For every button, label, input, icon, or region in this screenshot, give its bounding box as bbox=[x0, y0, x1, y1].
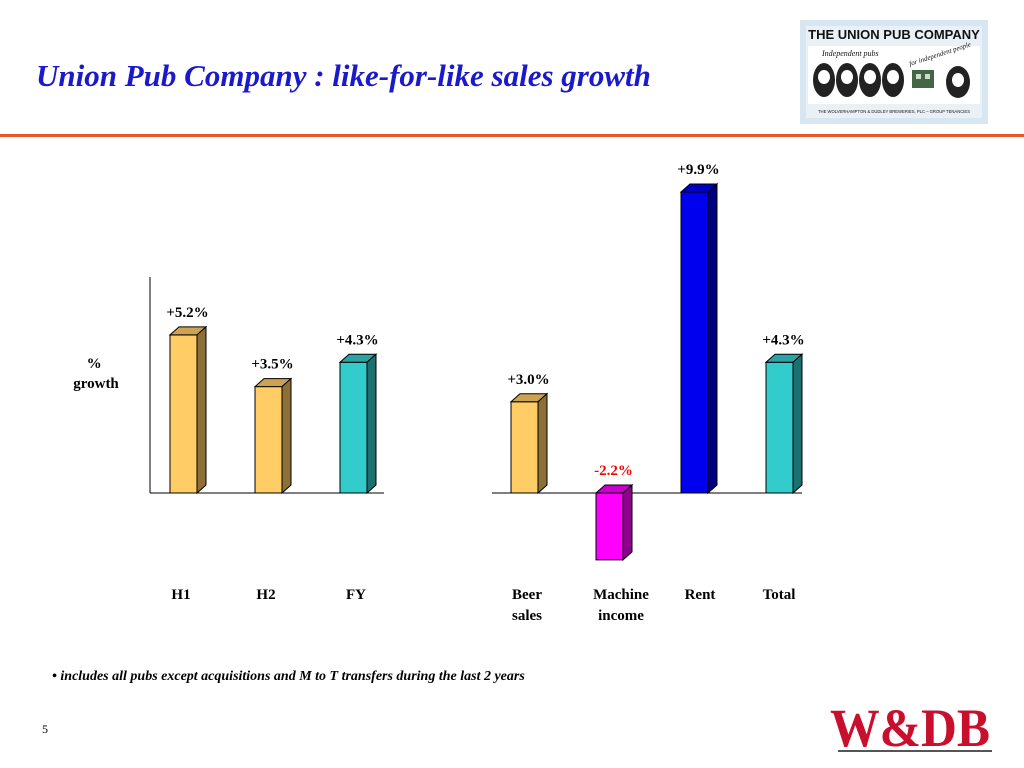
tick-label: sales bbox=[512, 608, 542, 624]
y-axis-label-line-1: % bbox=[87, 356, 102, 372]
growth-chart: +5.2% H1 +3.5% H2 +4.3% FY +3.0% Beer sales -2.2%… bbox=[73, 162, 804, 624]
tick-label: FY bbox=[346, 587, 366, 603]
tick-label: H2 bbox=[256, 587, 275, 603]
footnote: • includes all pubs except acquisitions … bbox=[52, 669, 525, 684]
data-label: +3.5% bbox=[251, 357, 293, 373]
union-pub-logo-name: THE UNION PUB COMPANY bbox=[808, 27, 980, 42]
bar-beer-sales bbox=[509, 392, 549, 495]
y-axis-label: % growth bbox=[73, 356, 119, 392]
data-label: +4.3% bbox=[762, 332, 804, 348]
bar-fy bbox=[338, 353, 378, 495]
y-axis-label-line-2: growth bbox=[73, 376, 119, 392]
page-title: Union Pub Company : like-for-like sales … bbox=[36, 58, 651, 93]
union-pub-logo-tagline-left: Independent pubs bbox=[821, 49, 879, 58]
tick-label: Rent bbox=[685, 587, 716, 603]
bar-h1 bbox=[168, 325, 208, 495]
bar-h2 bbox=[253, 377, 293, 495]
page-number: 5 bbox=[42, 722, 48, 736]
tick-label: income bbox=[598, 608, 644, 624]
tick-label: Beer bbox=[512, 587, 542, 603]
data-label: +5.2% bbox=[166, 305, 208, 321]
data-label: +9.9% bbox=[677, 162, 719, 178]
bar-machine-income bbox=[594, 483, 634, 561]
bar-total bbox=[764, 353, 804, 495]
wdb-logo: W&DB bbox=[830, 700, 992, 756]
wdb-logo-text: W&DB bbox=[830, 700, 990, 756]
data-label: -2.2% bbox=[594, 463, 633, 479]
data-label: +3.0% bbox=[507, 372, 549, 388]
tick-label: Machine bbox=[593, 587, 649, 603]
tick-label: H1 bbox=[171, 587, 190, 603]
bar-rent bbox=[679, 182, 719, 495]
union-pub-logo: THE UNION PUB COMPANY Independent pubs f… bbox=[800, 20, 988, 124]
tick-label: Total bbox=[763, 587, 796, 603]
title-divider bbox=[0, 134, 1024, 137]
data-label: +4.3% bbox=[336, 332, 378, 348]
union-pub-logo-subline: THE WOLVERHAMPTON & DUDLEY BREWERIES, PL… bbox=[818, 109, 970, 114]
